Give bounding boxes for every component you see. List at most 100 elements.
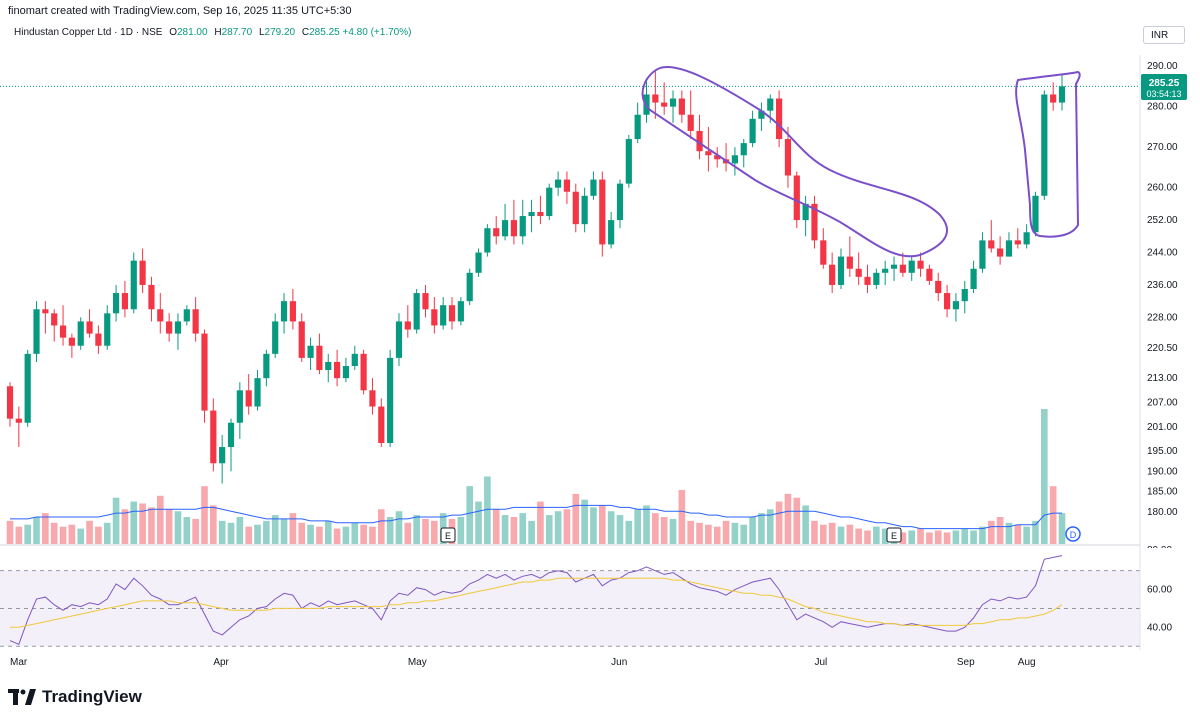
candle-body bbox=[802, 203, 809, 221]
candle bbox=[943, 284, 951, 318]
earnings-marker-2[interactable] bbox=[886, 527, 902, 543]
volume-bar bbox=[201, 486, 208, 544]
candle bbox=[846, 236, 853, 277]
volume-bar bbox=[413, 515, 420, 544]
candle-body bbox=[855, 268, 862, 277]
earnings-marker-1[interactable] bbox=[440, 527, 456, 543]
volume-bar bbox=[943, 532, 951, 544]
candle bbox=[661, 82, 668, 115]
candle bbox=[227, 418, 235, 472]
candle bbox=[6, 382, 14, 427]
price-tick-label: 213.00 bbox=[1147, 373, 1178, 384]
candle-body bbox=[917, 260, 924, 269]
candle bbox=[687, 90, 694, 140]
low-label: L bbox=[258, 27, 265, 38]
dividend-marker[interactable] bbox=[1065, 526, 1081, 542]
candle bbox=[166, 313, 173, 342]
time-tick-label: Mar bbox=[10, 657, 28, 668]
change-value: +4.80 (+1.70%) bbox=[342, 27, 412, 38]
candle-body bbox=[6, 386, 14, 419]
volume-bar bbox=[130, 501, 138, 544]
candle bbox=[528, 199, 535, 233]
volume-bar bbox=[996, 517, 1004, 544]
rsi-ma-line bbox=[10, 577, 1063, 628]
attribution-text: finomart created with TradingView.com, S… bbox=[8, 5, 352, 17]
candle-body bbox=[811, 203, 818, 241]
candle bbox=[236, 382, 243, 439]
candle-body bbox=[758, 110, 765, 119]
symbol-title: Hindustan Copper Ltd · 1D · NSE bbox=[14, 27, 163, 38]
volume-bar bbox=[979, 526, 986, 544]
candle-body bbox=[378, 406, 385, 443]
candle bbox=[608, 212, 615, 249]
candle-body bbox=[537, 212, 544, 217]
volume-bar bbox=[713, 526, 721, 544]
candle-body bbox=[908, 260, 915, 273]
volume-bar bbox=[218, 520, 226, 544]
currency-selector[interactable]: INR bbox=[1143, 26, 1185, 44]
candle bbox=[130, 252, 137, 314]
candle bbox=[1050, 82, 1057, 111]
candle-body bbox=[625, 139, 632, 184]
candle bbox=[714, 147, 721, 168]
candle-body bbox=[776, 98, 783, 140]
candle-body bbox=[404, 321, 411, 330]
volume-bar bbox=[899, 532, 907, 544]
price-tick-label: 244.00 bbox=[1147, 248, 1178, 259]
candle bbox=[95, 325, 102, 354]
candle-body bbox=[678, 98, 685, 115]
volume-bar bbox=[492, 509, 500, 544]
time-tick-label: Apr bbox=[213, 657, 229, 668]
volume-bar bbox=[377, 509, 385, 544]
candle-body bbox=[705, 151, 712, 156]
volume-bar bbox=[183, 517, 191, 544]
candle-body bbox=[1058, 86, 1066, 103]
candle bbox=[546, 183, 553, 221]
candle bbox=[201, 329, 208, 423]
candle-body bbox=[555, 179, 562, 188]
candle bbox=[378, 398, 385, 448]
volume-bar bbox=[475, 501, 482, 544]
candle bbox=[696, 114, 703, 160]
volume-bar bbox=[369, 526, 376, 544]
rsi-value-tags bbox=[1141, 548, 1187, 561]
candle-body bbox=[687, 114, 694, 131]
candle-body bbox=[431, 309, 438, 326]
volume-bar bbox=[333, 528, 341, 544]
price-tick-label: 270.00 bbox=[1147, 142, 1178, 153]
volume-bar bbox=[139, 503, 146, 544]
tradingview-logo[interactable]: TradingView bbox=[8, 685, 142, 709]
volume-bar bbox=[316, 526, 323, 544]
volume-bar bbox=[864, 530, 871, 544]
candle-body bbox=[395, 321, 403, 358]
candle-body bbox=[280, 301, 288, 322]
last-price-value: 285.25 bbox=[1149, 78, 1180, 89]
candle-body bbox=[979, 240, 986, 269]
price-axis[interactable]: 290.00 280.00 270.00 260.00 252.00 244.00 236.… bbox=[1147, 61, 1178, 518]
volume-bar bbox=[934, 530, 942, 544]
low-value: 279.20 bbox=[264, 27, 296, 38]
volume-bar bbox=[466, 486, 474, 544]
volume-bar bbox=[156, 495, 164, 544]
volume-bar bbox=[696, 522, 703, 544]
volume-bar bbox=[740, 524, 748, 544]
price-tick-label: 185.00 bbox=[1147, 487, 1178, 498]
candle bbox=[333, 349, 341, 387]
candle-body bbox=[546, 187, 553, 217]
candle-body bbox=[77, 321, 84, 346]
candle bbox=[325, 353, 332, 383]
volume-bar bbox=[572, 493, 580, 544]
close-label: C bbox=[301, 27, 310, 38]
candle bbox=[68, 333, 75, 358]
time-axis[interactable]: Mar Apr May Jun Jul Aug Sep bbox=[10, 657, 1036, 668]
candle bbox=[652, 70, 659, 119]
volume-bar bbox=[952, 530, 960, 544]
candle-body bbox=[820, 240, 827, 265]
candle bbox=[997, 236, 1004, 265]
candle bbox=[811, 195, 818, 249]
candle-body bbox=[325, 361, 332, 371]
volume-bar bbox=[873, 526, 880, 544]
volume-bar bbox=[1023, 526, 1030, 544]
candles bbox=[6, 70, 1066, 484]
